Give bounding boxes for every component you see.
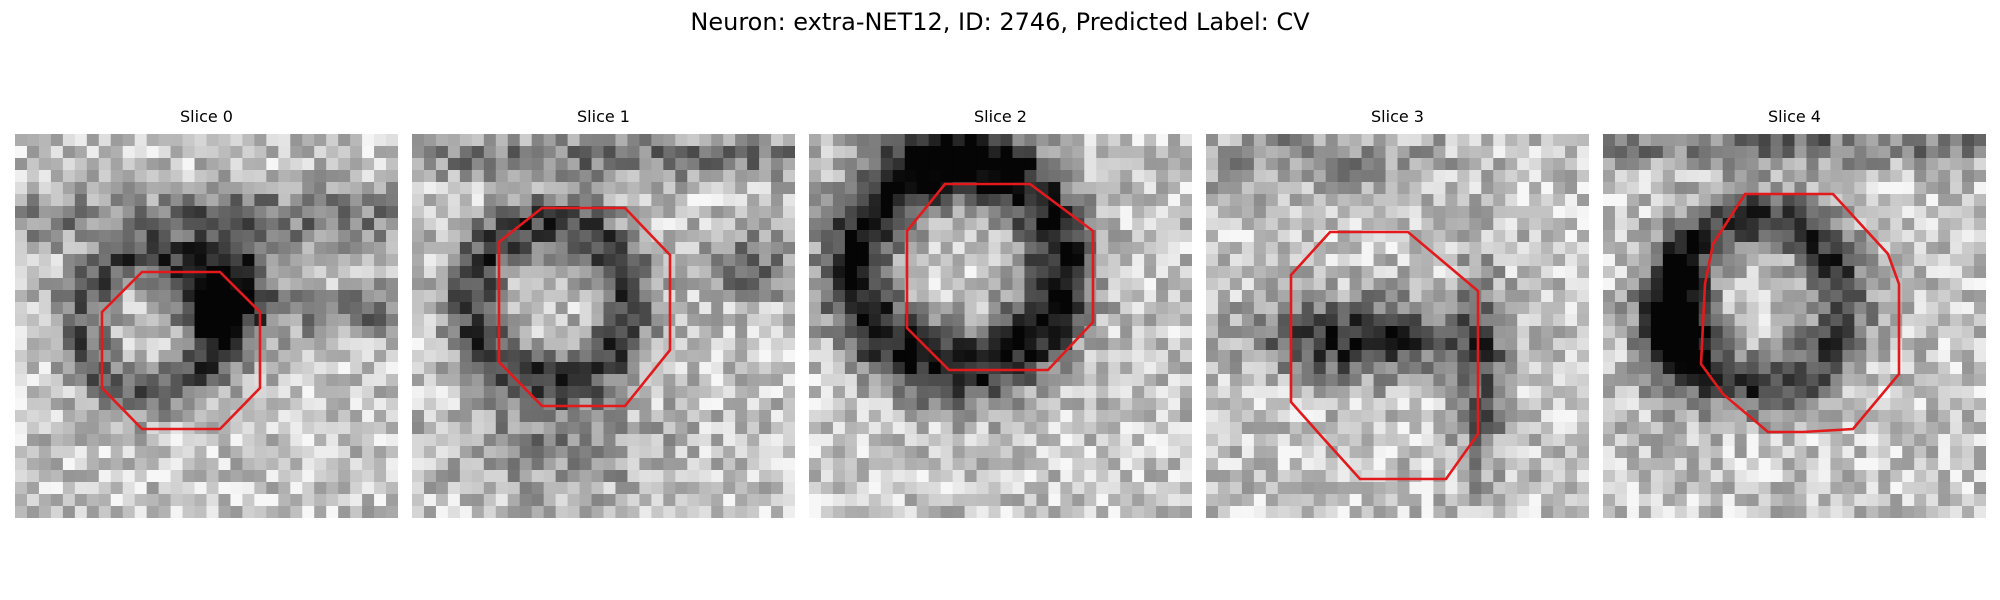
slice-panel-2: Slice 2 [809,106,1192,518]
contour-outline [1289,230,1480,481]
contour-outline [1699,192,1901,434]
grayscale-pixels [1206,134,1589,518]
contour-outline [100,270,262,431]
slice-image-canvas [809,134,1192,518]
slice-title: Slice 1 [577,107,630,126]
slice-image-canvas [1206,134,1589,518]
slice-image-canvas [15,134,398,518]
slice-panel-4: Slice 4 [1603,106,1986,518]
slice-title: Slice 2 [974,107,1027,126]
contour-outline [905,182,1095,372]
slice-image [1603,134,1986,518]
grayscale-pixels [1603,134,1986,518]
grayscale-pixels [412,134,795,518]
slice-panel-0: Slice 0 [15,106,398,518]
grayscale-pixels [809,134,1192,518]
slice-title: Slice 4 [1768,107,1821,126]
grayscale-pixels [15,134,398,518]
slice-title: Slice 3 [1371,107,1424,126]
slice-panel-1: Slice 1 [412,106,795,518]
slice-image [809,134,1192,518]
slice-image-canvas [1603,134,1986,518]
slice-image [15,134,398,518]
slice-image [412,134,795,518]
figure-title: Neuron: extra-NET12, ID: 2746, Predicted… [690,8,1310,36]
slice-image [1206,134,1589,518]
contour-outline [497,206,672,408]
slice-panel-3: Slice 3 [1206,106,1589,518]
slice-image-canvas [412,134,795,518]
slice-title: Slice 0 [180,107,233,126]
